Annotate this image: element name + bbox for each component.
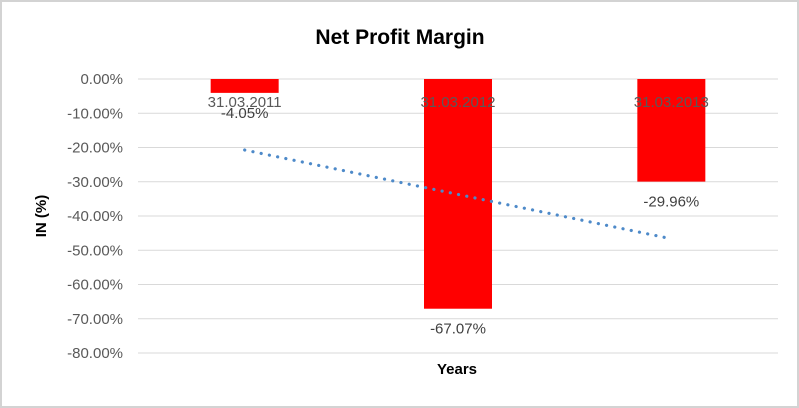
category-label: 31.03.2011 [208,94,282,111]
y-axis-tick-labels: 0.00% -10.00% -20.00% -30.00% -40.00% -50.00%… [67,71,123,362]
y-tick-label: -10.00% [67,105,123,122]
trendline [243,148,673,241]
trendline-dotted [243,148,673,241]
data-labels: -4.05% -67.07% -29.96% [221,105,699,338]
data-label: -67.07% [430,321,486,338]
y-tick-label: -60.00% [67,277,123,294]
x-axis-title: Years [437,361,477,378]
y-tick-label: -30.00% [67,174,123,191]
y-tick-label: -70.00% [67,311,123,328]
y-tick-label: -40.00% [67,208,123,225]
y-tick-label: -50.00% [67,242,123,259]
y-axis-title: IN (%) [33,195,50,238]
category-label: 31.03.2013 [634,94,709,111]
data-label: -29.96% [643,194,699,211]
category-label: 31.03.2012 [420,94,495,111]
y-tick-label: -20.00% [67,140,123,157]
bar-31.03.2013 [637,79,706,182]
y-tick-label: -80.00% [67,345,123,362]
bar-series [210,79,706,309]
bar-31.03.2011 [210,79,279,93]
chart-title: Net Profit Margin [315,26,484,49]
data-label: -4.05% [221,105,269,122]
y-tick-label: 0.00% [80,71,123,88]
category-labels: 31.03.2011 31.03.2012 31.03.2013 [208,94,709,111]
